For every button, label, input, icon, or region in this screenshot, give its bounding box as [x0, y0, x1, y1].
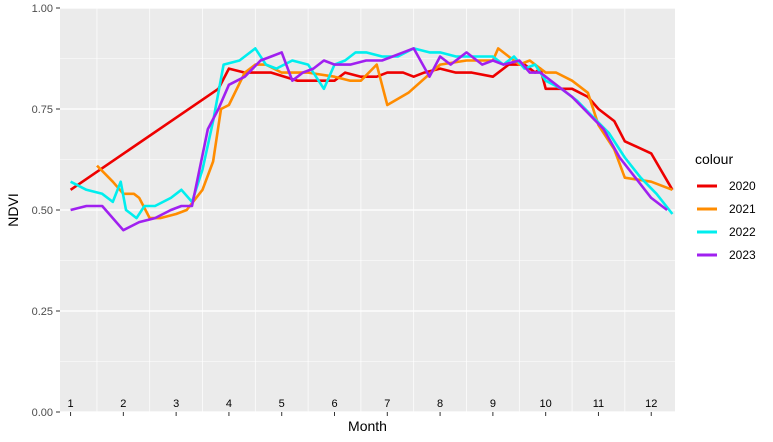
x-tick-label: 3: [173, 398, 179, 410]
x-tick-label: 10: [540, 398, 552, 410]
y-tick-label: 0.00: [32, 407, 53, 419]
series-line-2022: [70, 47, 674, 220]
x-tick-label: 7: [384, 398, 390, 410]
x-tick-label: 6: [331, 398, 337, 410]
y-tick-label: 1.00: [32, 3, 53, 15]
y-tick-label: 0.75: [32, 104, 53, 116]
x-tick-label: 5: [279, 398, 285, 410]
x-tick-label: 1: [67, 398, 73, 410]
x-axis-title: Month: [348, 418, 387, 434]
x-tick-label: 8: [437, 398, 443, 410]
legend-title: colour: [695, 151, 733, 167]
grid-lines: [60, 7, 675, 413]
y-axis-title: NDVI: [5, 193, 21, 226]
y-axis: 0.00 0.25 0.50 0.75 1.00: [32, 3, 60, 419]
x-tick-label: 9: [490, 398, 496, 410]
series-line-2020: [69, 63, 674, 191]
y-tick-label: 0.25: [32, 306, 53, 318]
legend-label-2020: 2020: [729, 179, 756, 193]
series-line-2023: [70, 47, 668, 232]
y-tick-label: 0.50: [32, 205, 53, 217]
legend-label-2021: 2021: [729, 202, 756, 216]
x-tick-label: 2: [120, 398, 126, 410]
legend-label-2023: 2023: [729, 248, 756, 262]
series-lines: [69, 47, 674, 232]
legend: colour 2020 2021 2022 2023: [695, 151, 756, 262]
series-line-2021: [96, 47, 673, 220]
x-axis: 1 2 3 4 5 6 7 8 9 10 11 12: [67, 398, 657, 416]
x-tick-label: 11: [593, 398, 604, 410]
legend-label-2022: 2022: [729, 225, 756, 239]
x-tick-label: 4: [226, 398, 232, 410]
x-tick-label: 12: [645, 398, 657, 410]
